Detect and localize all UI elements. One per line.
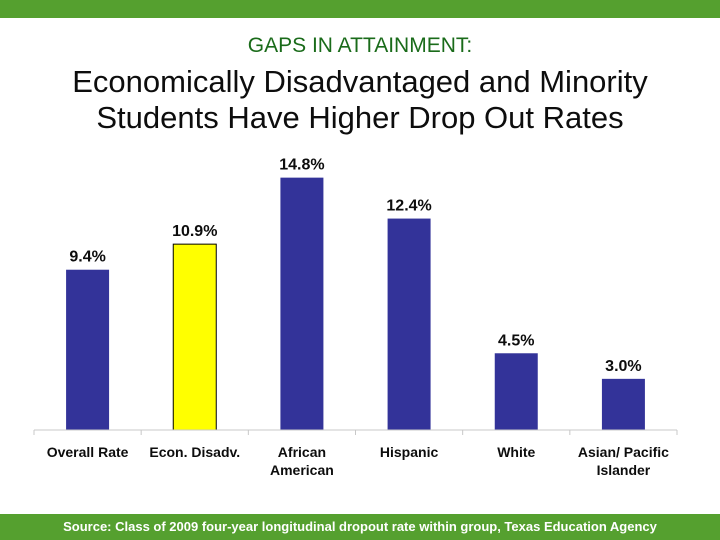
- x-tick-label: American: [270, 462, 334, 478]
- data-label: 12.4%: [386, 198, 431, 215]
- bottom-accent-bar: [0, 514, 720, 540]
- x-tick-label: Overall Rate: [47, 444, 129, 460]
- data-label: 3.0%: [605, 358, 641, 375]
- slide-title-line-1: Economically Disadvantaged and Minority: [72, 64, 648, 99]
- data-label: 10.9%: [172, 223, 217, 240]
- data-label: 9.4%: [69, 249, 105, 266]
- x-tick-label: Islander: [597, 462, 651, 478]
- data-label: 4.5%: [498, 332, 534, 349]
- bar: [387, 218, 431, 430]
- x-tick-label: African: [278, 444, 326, 460]
- bar: [601, 378, 645, 430]
- data-label-group: 9.4% 10.9% 14.8% 12.4% 4.5% 3.0%: [69, 157, 641, 375]
- x-axis-ticks: [33, 430, 678, 435]
- dropout-bar-chart: 9.4% 10.9% 14.8% 12.4% 4.5% 3.0% Overall Rate…: [33, 157, 678, 478]
- category-label-group: Overall Rate Econ. Disadv. African American…: [47, 444, 669, 478]
- x-tick-label: White: [497, 444, 535, 460]
- top-accent-bar: [0, 0, 720, 18]
- bar: [172, 243, 217, 431]
- x-tick-label: Asian/ Pacific: [578, 444, 669, 460]
- slide-title: Economically Disadvantaged and Minority …: [0, 64, 720, 136]
- slide-kicker: GAPS IN ATTAINMENT:: [247, 34, 473, 57]
- x-tick-label: Hispanic: [380, 444, 439, 460]
- data-label: 14.8%: [279, 157, 324, 174]
- source-note: Source: Class of 2009 four-year longitud…: [63, 519, 657, 534]
- bar: [280, 177, 324, 430]
- bar: [66, 269, 110, 430]
- bar: [494, 353, 538, 430]
- slide-title-line-2: Students Have Higher Drop Out Rates: [96, 100, 624, 135]
- bar-group: [66, 177, 645, 431]
- x-tick-label: Econ. Disadv.: [149, 444, 240, 460]
